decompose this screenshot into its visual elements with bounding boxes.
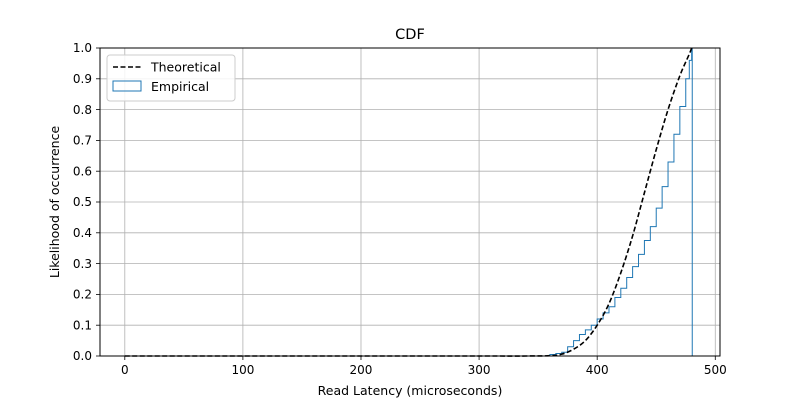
y-tick-label-3: 0.3	[73, 257, 92, 271]
x-tick-label-0: 0	[121, 363, 129, 377]
chart-title: CDF	[395, 27, 425, 43]
legend-theoretical-label: Theoretical	[150, 60, 221, 75]
legend: Theoretical Empirical	[106, 54, 236, 102]
x-tick-label-3: 300	[468, 363, 491, 377]
y-tick-label-2: 0.2	[73, 288, 92, 302]
ticks: 0 100 200 300 400 500 0.0 0.1 0.2 0.3 0.4 0.5 0.6 0.7…	[73, 41, 727, 377]
x-tick-label-4: 400	[586, 363, 609, 377]
y-tick-label-6: 0.6	[73, 164, 92, 178]
y-axis-label: Likelihood of occurrence	[47, 126, 62, 279]
grid	[100, 47, 720, 357]
y-tick-label-1: 0.1	[73, 318, 92, 332]
y-tick-label-0: 0.0	[73, 349, 92, 363]
x-tick-label-1: 100	[231, 363, 254, 377]
y-tick-label-10: 1.0	[73, 41, 92, 55]
y-tick-label-8: 0.8	[73, 103, 92, 117]
series-empirical-line	[124, 47, 693, 357]
legend-empirical-label: Empirical	[151, 79, 209, 94]
y-tick-label-7: 0.7	[73, 134, 92, 148]
y-tick-label-4: 0.4	[73, 226, 92, 240]
x-tick-label-2: 200	[350, 363, 373, 377]
x-axis-label: Read Latency (microseconds)	[318, 383, 503, 398]
x-tick-label-5: 500	[704, 363, 727, 377]
y-tick-label-5: 0.5	[73, 195, 92, 209]
y-tick-label-9: 0.9	[73, 72, 92, 86]
legend-empirical-swatch	[112, 80, 142, 92]
